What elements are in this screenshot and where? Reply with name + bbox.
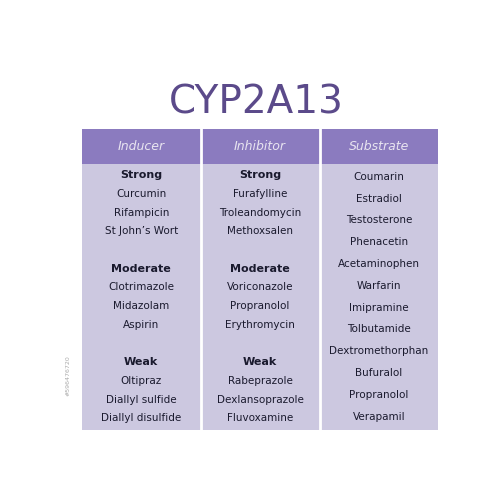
- Text: Rabeprazole: Rabeprazole: [228, 376, 292, 386]
- Text: Testosterone: Testosterone: [346, 216, 412, 226]
- Text: #596476720: #596476720: [65, 356, 70, 396]
- Text: Rifampicin: Rifampicin: [114, 208, 169, 218]
- Text: Weak: Weak: [124, 357, 158, 367]
- Text: Estradiol: Estradiol: [356, 194, 402, 203]
- Text: Acetaminophen: Acetaminophen: [338, 259, 420, 269]
- Text: Imipramine: Imipramine: [349, 302, 409, 312]
- Text: Voriconazole: Voriconazole: [227, 282, 294, 292]
- Bar: [82, 130, 438, 430]
- Text: Troleandomycin: Troleandomycin: [219, 208, 301, 218]
- Text: Oltipraz: Oltipraz: [120, 376, 162, 386]
- Text: Diallyl disulfide: Diallyl disulfide: [101, 414, 182, 424]
- Text: Phenacetin: Phenacetin: [350, 237, 408, 247]
- Text: Moderate: Moderate: [230, 264, 290, 274]
- Text: Weak: Weak: [243, 357, 277, 367]
- Text: Fluvoxamine: Fluvoxamine: [227, 414, 293, 424]
- Text: Moderate: Moderate: [112, 264, 171, 274]
- Text: Strong: Strong: [239, 170, 281, 180]
- Text: Inhibitor: Inhibitor: [234, 140, 286, 153]
- Text: Tolbutamide: Tolbutamide: [347, 324, 411, 334]
- Text: Furafylline: Furafylline: [233, 189, 287, 199]
- Text: Verapamil: Verapamil: [352, 412, 406, 422]
- Text: Warfarin: Warfarin: [356, 281, 401, 291]
- Text: St John’s Wort: St John’s Wort: [104, 226, 178, 236]
- Text: Substrate: Substrate: [349, 140, 409, 153]
- Text: Midazolam: Midazolam: [113, 301, 170, 311]
- Text: Propranolol: Propranolol: [350, 390, 408, 400]
- Text: Curcumin: Curcumin: [116, 189, 166, 199]
- Bar: [82, 130, 438, 164]
- Text: Propranolol: Propranolol: [230, 301, 290, 311]
- Text: Bufuralol: Bufuralol: [356, 368, 403, 378]
- Text: Aspirin: Aspirin: [123, 320, 160, 330]
- Text: Methoxsalen: Methoxsalen: [227, 226, 293, 236]
- Text: Inducer: Inducer: [118, 140, 165, 153]
- Text: CYP2A13: CYP2A13: [169, 83, 344, 121]
- Text: Strong: Strong: [120, 170, 162, 180]
- Text: Diallyl sulfide: Diallyl sulfide: [106, 394, 176, 404]
- Text: Erythromycin: Erythromycin: [225, 320, 295, 330]
- Text: Clotrimazole: Clotrimazole: [108, 282, 174, 292]
- Text: Dextromethorphan: Dextromethorphan: [330, 346, 428, 356]
- Text: Coumarin: Coumarin: [354, 172, 405, 182]
- Text: Dexlansoprazole: Dexlansoprazole: [216, 394, 304, 404]
